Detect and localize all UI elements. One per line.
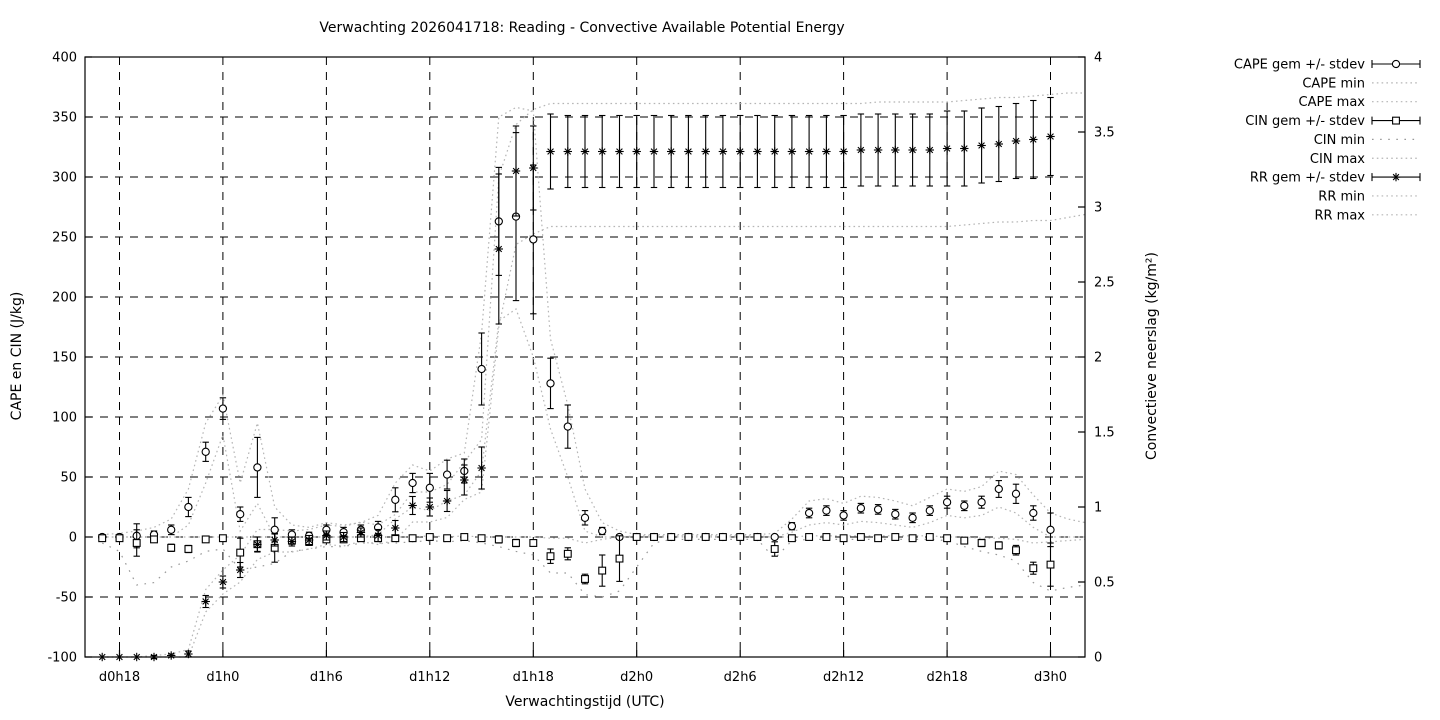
series-cape-gem-stdev — [98, 132, 1055, 549]
x-axis-label: Verwachtingstijd (UTC) — [505, 694, 665, 710]
yleft-tick-label: 400 — [52, 51, 77, 66]
yright-tick-label: 4 — [1094, 51, 1102, 66]
yright-tick-label: 3 — [1094, 201, 1102, 216]
legend-item-cin-gem-stdev: CIN gem +/- stdev — [1245, 114, 1421, 129]
x-tick-label: d2h6 — [724, 670, 757, 685]
grid — [85, 57, 1085, 657]
legend-label: CIN min — [1314, 133, 1365, 148]
x-tick-label: d1h18 — [513, 670, 554, 685]
yleft-tick-label: 100 — [52, 411, 77, 426]
curve-cin-max — [102, 535, 1086, 544]
yleft-tick-label: 350 — [52, 111, 77, 126]
legend-label: CAPE max — [1299, 95, 1366, 110]
legend-item-cape-max: CAPE max — [1299, 95, 1420, 110]
legend-label: CAPE gem +/- stdev — [1234, 58, 1365, 73]
legend-item-cape-gem-stdev: CAPE gem +/- stdev — [1234, 58, 1421, 73]
legend: CAPE gem +/- stdev CAPE min CAPE max CIN ge… — [1234, 58, 1421, 223]
x-tick-label: d2h0 — [620, 670, 653, 685]
curve-rr-min — [102, 213, 1086, 658]
yright-tick-label: 0 — [1094, 651, 1102, 666]
series-rr-gem-stdev — [98, 96, 1055, 662]
axes — [84, 56, 1086, 658]
legend-item-rr-min: RR min — [1318, 189, 1420, 204]
chart-title: Verwachting 2026041718: Reading - Convec… — [319, 20, 845, 36]
tick-labels: -100 -50 0 50 100 150 200 250 300 350 400 0 0.5 1 1.5 2… — [47, 51, 1114, 686]
legend-item-cin-min: CIN min — [1314, 133, 1420, 148]
x-tick-label: d1h0 — [206, 670, 239, 685]
yright-tick-label: 2 — [1094, 351, 1102, 366]
legend-label: CIN max — [1310, 152, 1365, 167]
curve-cape-max — [102, 106, 1086, 536]
yright-tick-label: 1 — [1094, 501, 1102, 516]
yright-tick-label: 2.5 — [1094, 276, 1115, 291]
yleft-tick-label: 50 — [60, 471, 77, 486]
yright-tick-label: 3.5 — [1094, 126, 1115, 141]
x-tick-label: d1h6 — [310, 670, 343, 685]
legend-item-rr-gem-stdev: RR gem +/- stdev — [1250, 171, 1421, 186]
legend-label: RR max — [1314, 208, 1365, 223]
legend-item-cin-max: CIN max — [1310, 152, 1420, 167]
yright-tick-label: 0.5 — [1094, 576, 1115, 591]
legend-item-cape-min: CAPE min — [1302, 76, 1420, 91]
curve-cape-min — [102, 308, 1085, 538]
yleft-tick-label: 250 — [52, 231, 77, 246]
x-tick-label: d2h18 — [926, 670, 967, 685]
x-tick-label: d3h0 — [1034, 670, 1067, 685]
yleft-tick-label: -100 — [47, 651, 77, 666]
x-tick-label: d2h12 — [823, 670, 864, 685]
yleft-tick-label: 0 — [69, 531, 77, 546]
yleft-tick-label: -50 — [56, 591, 77, 606]
yleft-tick-label: 200 — [52, 291, 77, 306]
x-tick-label: d0h18 — [99, 670, 140, 685]
curve-rr-max — [102, 92, 1085, 658]
legend-item-rr-max: RR max — [1314, 208, 1420, 223]
legend-label: RR gem +/- stdev — [1250, 171, 1365, 186]
legend-label: CIN gem +/- stdev — [1245, 114, 1365, 129]
legend-label: CAPE min — [1302, 76, 1365, 91]
yleft-tick-label: 300 — [52, 171, 77, 186]
curve-cin-min — [101, 538, 1086, 598]
x-tick-label: d1h12 — [409, 670, 450, 685]
legend-label: RR min — [1318, 189, 1365, 204]
yleft-tick-label: 150 — [52, 351, 77, 366]
yright-tick-label: 1.5 — [1094, 426, 1115, 441]
